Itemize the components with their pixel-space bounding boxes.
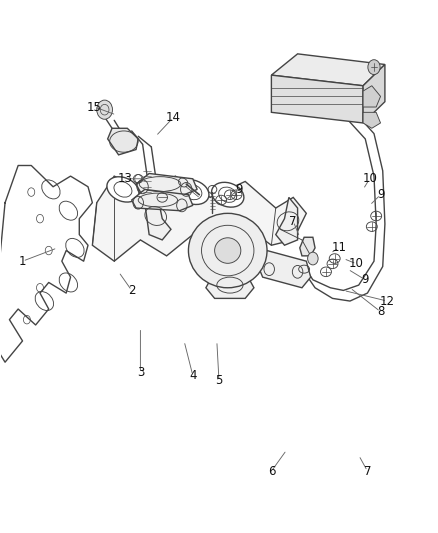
- Polygon shape: [136, 173, 197, 195]
- Polygon shape: [272, 75, 363, 123]
- Text: 2: 2: [128, 284, 135, 297]
- Text: 12: 12: [380, 295, 395, 308]
- Text: 7: 7: [290, 215, 297, 228]
- Text: 14: 14: [166, 111, 180, 124]
- Text: 4: 4: [189, 369, 197, 382]
- Polygon shape: [272, 54, 385, 86]
- Ellipse shape: [215, 238, 241, 263]
- Text: 9: 9: [235, 183, 242, 196]
- Polygon shape: [363, 64, 385, 123]
- Polygon shape: [206, 272, 254, 298]
- Polygon shape: [258, 251, 311, 288]
- Text: 9: 9: [377, 188, 384, 201]
- Polygon shape: [108, 128, 138, 155]
- Polygon shape: [363, 86, 381, 107]
- Polygon shape: [132, 189, 193, 211]
- Text: 11: 11: [332, 241, 346, 254]
- Text: 6: 6: [268, 465, 275, 478]
- Ellipse shape: [107, 177, 139, 202]
- Text: 10: 10: [362, 172, 377, 185]
- Polygon shape: [363, 112, 381, 128]
- Ellipse shape: [142, 177, 174, 202]
- Text: 15: 15: [87, 101, 102, 114]
- Polygon shape: [92, 176, 306, 261]
- Text: 9: 9: [361, 273, 369, 286]
- Circle shape: [307, 252, 318, 265]
- Circle shape: [368, 60, 380, 75]
- Circle shape: [97, 100, 113, 119]
- Polygon shape: [276, 197, 297, 245]
- Text: 3: 3: [137, 366, 144, 379]
- Ellipse shape: [188, 213, 267, 288]
- Text: 1: 1: [19, 255, 26, 268]
- Text: 13: 13: [118, 172, 133, 185]
- Ellipse shape: [177, 180, 209, 205]
- Text: 5: 5: [215, 374, 223, 387]
- Ellipse shape: [212, 182, 244, 207]
- Polygon shape: [300, 237, 315, 256]
- Text: 10: 10: [349, 257, 364, 270]
- Text: 7: 7: [364, 465, 371, 478]
- Text: 8: 8: [377, 305, 384, 318]
- Polygon shape: [145, 197, 171, 240]
